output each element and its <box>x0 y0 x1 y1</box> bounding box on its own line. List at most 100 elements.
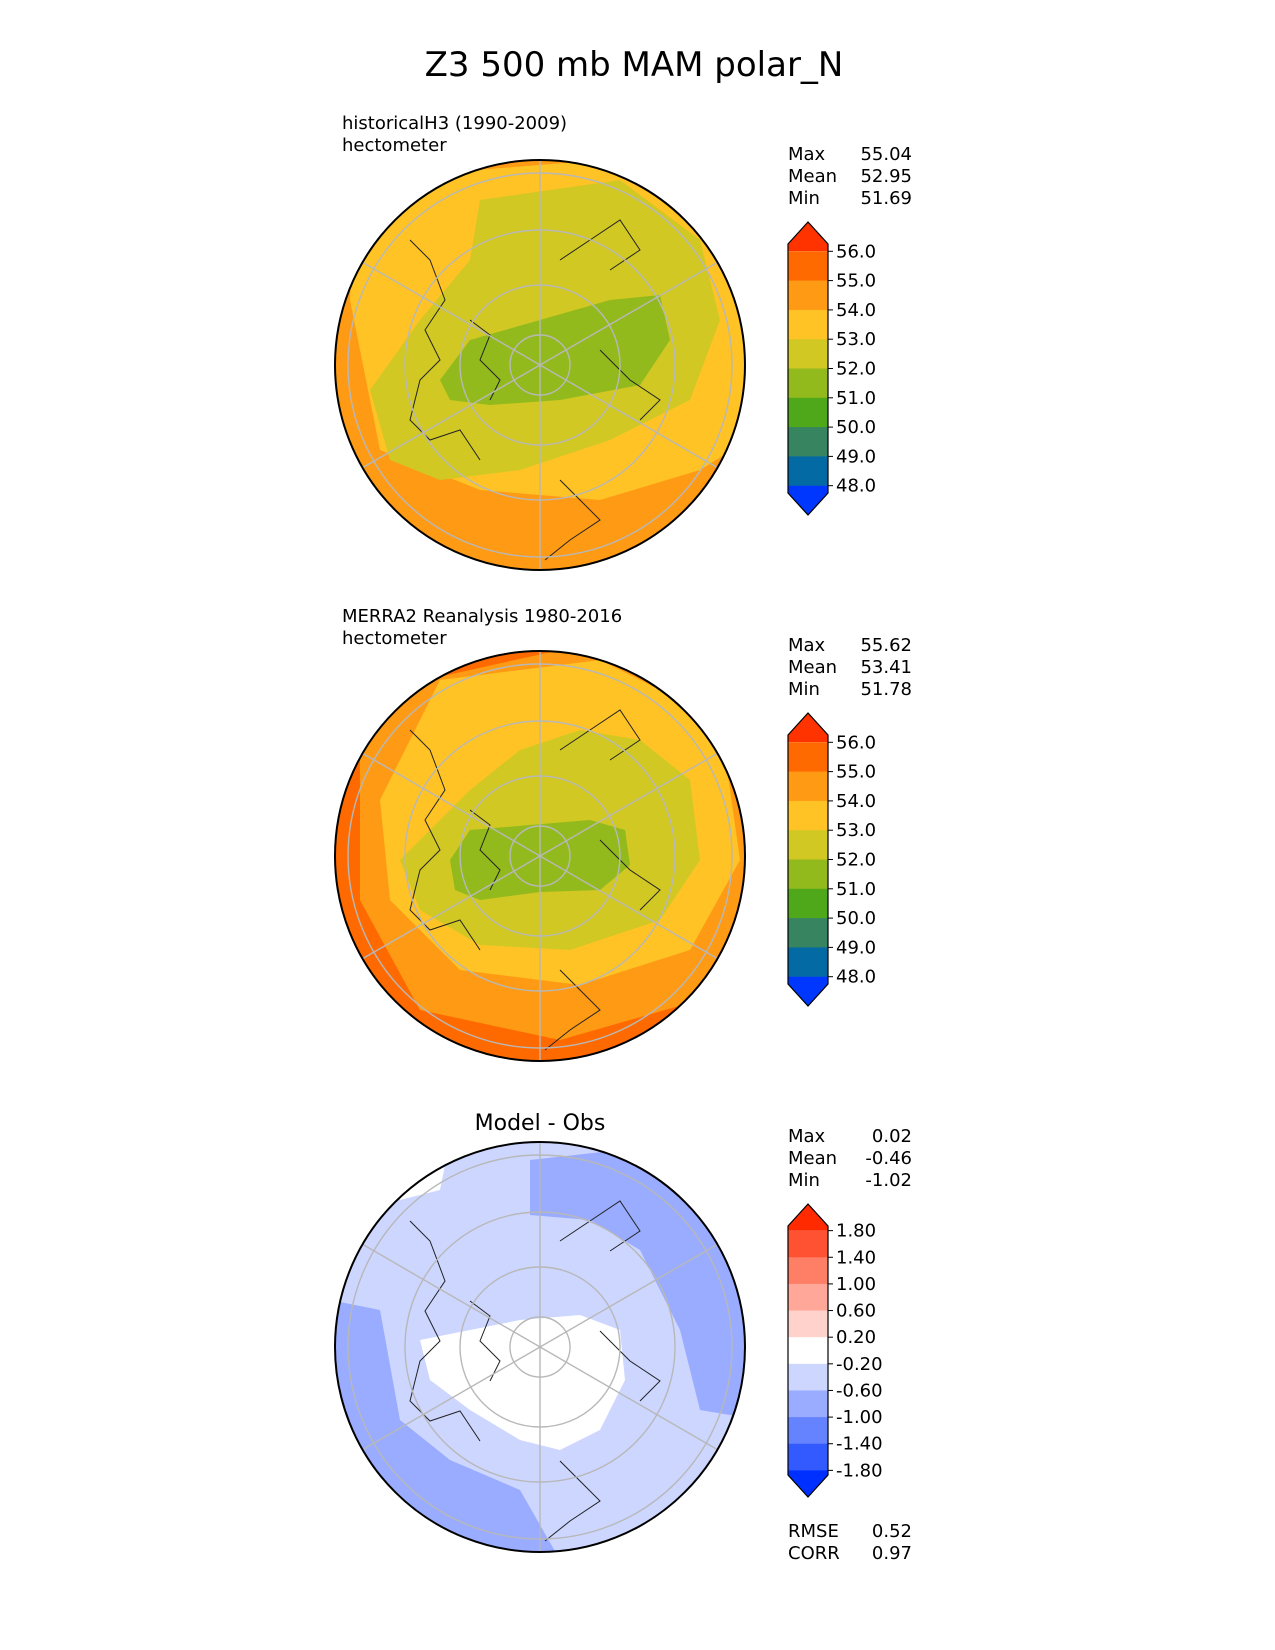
footer-stat-label: RMSE <box>788 1521 839 1542</box>
panel-center-title: Model - Obs <box>475 1111 606 1136</box>
colorbar-segment <box>788 1257 828 1285</box>
coastline <box>599 349 661 421</box>
colorbar-segment <box>788 1337 828 1365</box>
map-boundary <box>334 159 746 571</box>
colorbar-segment <box>788 1390 828 1418</box>
stat-value: 55.04 <box>860 144 912 165</box>
coastline <box>559 709 641 761</box>
colorbar-segment <box>788 742 828 773</box>
colorbar-segment <box>788 1443 828 1471</box>
colorbar-segment <box>788 485 828 515</box>
colorbar-tick-label: 53.0 <box>836 820 876 841</box>
colorbar: 1.80 1.40 1.00 0.60 0.20 -0.20 -0.60 -1.00 -1.40… <box>787 1203 883 1498</box>
coastline <box>469 1300 501 1382</box>
polar-map <box>334 1141 746 1553</box>
colorbar-outline <box>787 1203 829 1498</box>
colorbar-tick-label: 55.0 <box>836 271 876 292</box>
coastline <box>559 219 641 271</box>
coastline <box>544 1460 601 1542</box>
footer-stat-value: 0.97 <box>872 1543 912 1564</box>
colorbar-tick-label: 56.0 <box>836 241 876 262</box>
stat-value: 55.62 <box>860 635 912 656</box>
colorbar-segment <box>788 830 828 860</box>
stat-label: Min <box>788 188 820 209</box>
colorbar-segment <box>788 713 828 743</box>
colorbar-segment <box>788 309 828 340</box>
colorbar-segment <box>788 1470 828 1497</box>
colorbar-segment <box>788 859 828 890</box>
colorbar-tick-label: 52.0 <box>836 850 876 871</box>
colorbar-segment <box>788 339 828 369</box>
colorbar: 56.0 55.0 54.0 53.0 52.0 51.0 50.0 49.0 48.0 <box>787 221 876 516</box>
polar-map <box>334 650 746 1062</box>
colorbar-tick-label: 0.60 <box>836 1301 876 1322</box>
map-band-near-zero <box>420 1315 625 1450</box>
coastline <box>409 1220 481 1442</box>
panel-difference: Model - Obs <box>334 1111 912 1564</box>
colorbar-tick-label: 48.0 <box>836 967 876 988</box>
panel-subtitle-line-1: MERRA2 Reanalysis 1980-2016 <box>342 606 622 627</box>
map-boundary <box>334 1141 746 1553</box>
figure-title: Z3 500 mb MAM polar_N <box>425 45 844 85</box>
footer-stat-label: CORR <box>788 1543 840 1564</box>
colorbar-segment <box>788 771 828 802</box>
colorbar-tick-label: -1.80 <box>836 1460 883 1481</box>
stat-value: 53.41 <box>860 657 912 678</box>
colorbar-segment <box>788 800 828 831</box>
panel-test: historicalH3 (1990-2009) hectometer <box>334 113 912 571</box>
polar-map <box>334 159 746 571</box>
colorbar-tick-label: 0.20 <box>836 1327 876 1348</box>
stat-label: Mean <box>788 166 837 187</box>
stat-label: Mean <box>788 657 837 678</box>
colorbar-segment <box>788 1417 828 1445</box>
colorbar-segment <box>788 1310 828 1338</box>
colorbar-tick-label: 48.0 <box>836 476 876 497</box>
coastline <box>469 809 501 891</box>
coastline <box>599 839 661 911</box>
panel-subtitle-line-2: hectometer <box>342 628 447 649</box>
panel-subtitle-line-2: hectometer <box>342 135 447 156</box>
stat-label: Max <box>788 144 826 165</box>
stat-value: -0.46 <box>865 1148 912 1169</box>
colorbar-tick-label: 49.0 <box>836 446 876 467</box>
colorbar-segment <box>788 918 828 948</box>
colorbar-tick-label: 50.0 <box>836 908 876 929</box>
colorbar-segment <box>788 251 828 282</box>
colorbar-segment <box>788 456 828 487</box>
colorbar-segment <box>788 368 828 399</box>
colorbar-segment <box>788 1363 828 1391</box>
colorbar-tick-label: 1.80 <box>836 1221 876 1242</box>
colorbar-tick-label: 56.0 <box>836 732 876 753</box>
colorbar-tick-label: 53.0 <box>836 329 876 350</box>
colorbar-tick-label: 50.0 <box>836 417 876 438</box>
colorbar-segment <box>788 280 828 311</box>
coastline <box>469 319 501 401</box>
coastline <box>544 479 601 561</box>
colorbar-segment <box>788 397 828 428</box>
stat-value: -1.02 <box>865 1170 912 1191</box>
stat-value: 51.78 <box>860 679 912 700</box>
stat-label: Min <box>788 679 820 700</box>
stat-label: Mean <box>788 1148 837 1169</box>
colorbar-tick-label: -1.40 <box>836 1434 883 1455</box>
coastline <box>544 969 601 1051</box>
colorbar-outline <box>787 221 829 516</box>
colorbar-tick-label: 51.0 <box>836 388 876 409</box>
coastline <box>559 1200 641 1252</box>
colorbar: 56.0 55.0 54.0 53.0 52.0 51.0 50.0 49.0 48.0 <box>787 712 876 1007</box>
colorbar-segment <box>788 427 828 457</box>
stat-label: Max <box>788 1126 826 1147</box>
stat-label: Min <box>788 1170 820 1191</box>
stat-label: Max <box>788 635 826 656</box>
colorbar-segment <box>788 1204 828 1231</box>
colorbar-tick-label: 54.0 <box>836 300 876 321</box>
colorbar-segment <box>788 1230 828 1258</box>
stat-value: 51.69 <box>860 188 912 209</box>
panel-reference: MERRA2 Reanalysis 1980-2016 hectometer <box>334 606 912 1062</box>
colorbar-segment <box>788 947 828 978</box>
colorbar-tick-label: 55.0 <box>836 762 876 783</box>
colorbar-tick-label: 1.40 <box>836 1247 876 1268</box>
stat-value: 0.02 <box>872 1126 912 1147</box>
coastline <box>409 239 481 461</box>
